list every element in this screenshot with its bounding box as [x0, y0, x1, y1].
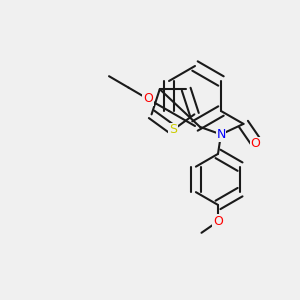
Text: O: O	[143, 92, 153, 106]
Text: N: N	[216, 128, 226, 141]
Text: O: O	[213, 215, 223, 228]
Text: O: O	[250, 137, 260, 150]
Text: S: S	[169, 123, 177, 136]
